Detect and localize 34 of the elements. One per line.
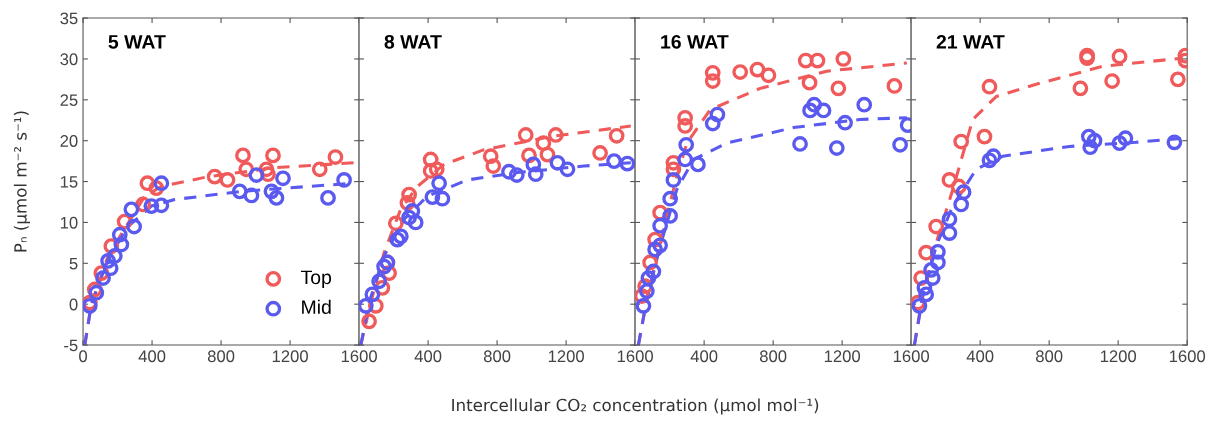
x-tick-label: 0 bbox=[79, 350, 88, 363]
text: 5 WAT bbox=[108, 35, 166, 49]
x-tick-label: 800 bbox=[207, 350, 235, 363]
legend-label: Mid bbox=[302, 299, 331, 314]
legend-label: Top bbox=[300, 270, 332, 289]
x-tick-label: 1200 bbox=[548, 350, 584, 363]
x-tick-label: 1600 bbox=[617, 350, 654, 363]
y-tick-label: 25 bbox=[60, 94, 78, 107]
x-tick-label: 800 bbox=[483, 350, 511, 363]
x-tick-label: 1600 bbox=[1169, 350, 1206, 363]
x-tick-label: 1200 bbox=[824, 350, 861, 363]
y-axis-title: Pₙ (μmol m⁻² s⁻¹) bbox=[13, 111, 30, 252]
x-tick-label: 400 bbox=[138, 350, 166, 363]
y-tick-label: -5 bbox=[64, 339, 78, 352]
x-tick-label: 400 bbox=[690, 350, 718, 363]
y-tick-label: 15 bbox=[60, 176, 78, 188]
text: 8 WAT bbox=[384, 34, 442, 49]
y-tick-label: 10 bbox=[60, 216, 78, 229]
y-tick-label: 0 bbox=[69, 298, 78, 311]
x-tick-label: 1600 bbox=[893, 350, 930, 363]
x-tick-label: 400 bbox=[414, 350, 442, 363]
x-tick-label: 1200 bbox=[1100, 350, 1137, 363]
y-tick-label: 20 bbox=[60, 135, 78, 147]
x-tick-label: 800 bbox=[759, 350, 787, 363]
x-tick-label: 1200 bbox=[272, 350, 308, 363]
x-axis-title: Intercellular CO₂ concentration (μmol mol⁻¹) bbox=[452, 398, 819, 415]
x-tick-label: 800 bbox=[1035, 350, 1063, 363]
y-tick-label: 5 bbox=[69, 257, 78, 270]
x-tick-label: 400 bbox=[966, 350, 994, 363]
x-tick-label: 1600 bbox=[341, 350, 377, 363]
text: 21 WAT bbox=[936, 34, 1005, 49]
y-tick-label: 35 bbox=[60, 12, 78, 25]
y-tick-label: 30 bbox=[60, 53, 78, 66]
text: 16 WAT bbox=[661, 34, 729, 49]
